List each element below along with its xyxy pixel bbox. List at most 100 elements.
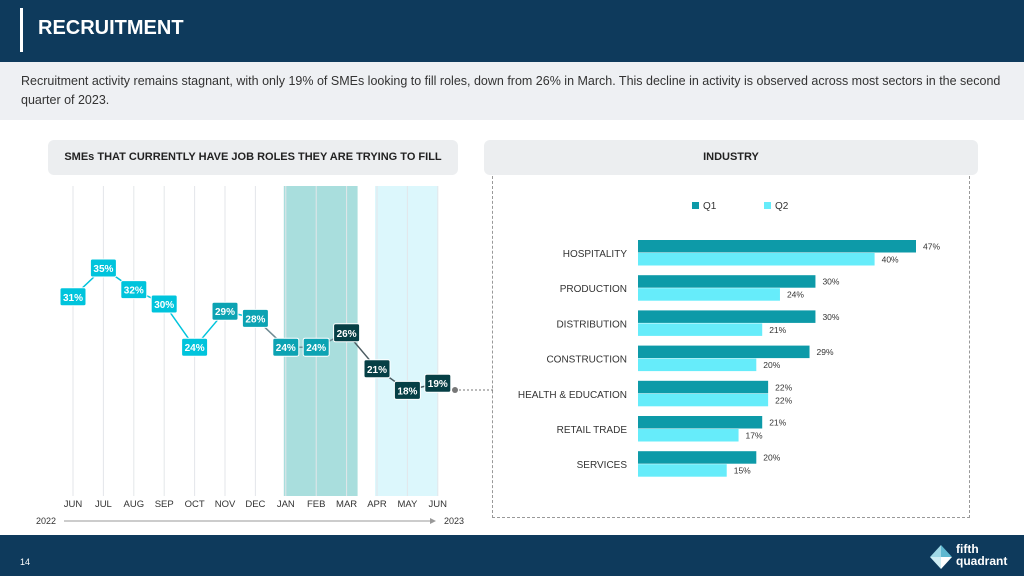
data-label-box bbox=[302, 337, 330, 357]
trend-chart: 31% 35% 32% 30% 24% 29% 28% 24% 24% 26% 21% 18% 19% J… bbox=[36, 186, 464, 526]
bar-q1 bbox=[638, 416, 763, 429]
category-label: RETAIL TRADE bbox=[557, 425, 628, 436]
bar-q2 bbox=[638, 393, 769, 407]
data-point: 18% bbox=[393, 380, 421, 400]
x-tick-label: MAR bbox=[336, 499, 357, 510]
right-panel-title: INDUSTRY bbox=[484, 140, 978, 175]
timeline-arrowhead bbox=[430, 518, 436, 524]
category-label: DISTRIBUTION bbox=[556, 319, 627, 330]
legend-label-q1: Q1 bbox=[703, 201, 717, 212]
page-title: RECRUITMENT bbox=[38, 17, 184, 39]
left-panel-title: SMEs THAT CURRENTLY HAVE JOB ROLES THEY … bbox=[48, 140, 458, 175]
data-label-box bbox=[120, 280, 148, 300]
data-label: 19% bbox=[428, 379, 448, 390]
data-point: 24% bbox=[272, 337, 300, 357]
category-label: HOSPITALITY bbox=[563, 249, 628, 260]
x-tick-label: JUL bbox=[95, 499, 112, 510]
bar-value-label: 22% bbox=[775, 382, 792, 392]
data-label: 29% bbox=[215, 307, 235, 318]
intro-text: Recruitment activity remains stagnant, w… bbox=[21, 74, 1001, 107]
bar-value-label: 30% bbox=[822, 277, 839, 287]
bar-q1 bbox=[638, 310, 816, 323]
bar-q2 bbox=[638, 288, 780, 301]
data-label-box bbox=[59, 287, 87, 307]
category-label: HEALTH & EDUCATION bbox=[518, 390, 627, 401]
data-point: 26% bbox=[333, 323, 361, 343]
data-label: 32% bbox=[124, 286, 144, 297]
industry-panel bbox=[492, 176, 970, 518]
fifth-quadrant-logo: fifth quadrant bbox=[928, 541, 1018, 573]
bar-q2 bbox=[638, 358, 757, 372]
bar-value-label: 21% bbox=[769, 325, 786, 335]
category-label: CONSTRUCTION bbox=[546, 355, 627, 366]
industry-bar-chart: Q1 Q2 HOSPITALITY 47% 40% PRODUCTION 30% 24% DIS… bbox=[518, 201, 940, 477]
header-accent-bar bbox=[20, 8, 23, 52]
x-tick-label: OCT bbox=[185, 499, 205, 510]
x-tick-label: JUN bbox=[429, 499, 448, 510]
bar-value-label: 21% bbox=[769, 418, 786, 428]
data-point: 19% bbox=[424, 373, 452, 393]
bar-q2 bbox=[638, 253, 875, 266]
connector-line bbox=[452, 387, 493, 393]
bar-value-label: 17% bbox=[746, 431, 763, 441]
x-tick-label: NOV bbox=[215, 499, 236, 510]
x-tick-label: SEP bbox=[155, 499, 174, 510]
legend-swatch-q2 bbox=[764, 202, 771, 209]
x-tick-label: APR bbox=[367, 499, 387, 510]
data-label: 28% bbox=[245, 314, 265, 325]
data-label-box bbox=[272, 337, 300, 357]
bar-q1 bbox=[638, 380, 769, 394]
data-point: 30% bbox=[150, 294, 178, 314]
data-point: 21% bbox=[363, 359, 391, 379]
data-point: 28% bbox=[241, 308, 269, 328]
data-point: 29% bbox=[211, 301, 239, 321]
x-tick-label: DEC bbox=[245, 499, 265, 510]
bar-q1 bbox=[638, 345, 810, 359]
page-number: 14 bbox=[20, 557, 31, 567]
year-end-label: 2023 bbox=[444, 516, 464, 526]
data-label-box bbox=[211, 301, 239, 321]
data-label-box bbox=[424, 373, 452, 393]
data-label: 24% bbox=[276, 343, 296, 354]
x-tick-label: JUN bbox=[64, 499, 83, 510]
header: RECRUITMENT bbox=[0, 0, 1024, 62]
logo-text-line1: fifth bbox=[956, 542, 979, 556]
intro-band: Recruitment activity remains stagnant, w… bbox=[0, 62, 1024, 120]
bar-value-label: 47% bbox=[923, 242, 940, 252]
bar-value-label: 30% bbox=[822, 312, 839, 322]
bar-q1 bbox=[638, 451, 757, 464]
data-point: 31% bbox=[59, 287, 87, 307]
category-label: PRODUCTION bbox=[560, 284, 627, 295]
x-tick-label: MAY bbox=[397, 499, 418, 510]
data-point: 32% bbox=[120, 280, 148, 300]
data-point: 24% bbox=[181, 337, 209, 357]
footer: 14 fifth quadrant bbox=[0, 535, 1024, 576]
legend-swatch-q1 bbox=[692, 202, 699, 209]
bar-q1 bbox=[638, 240, 916, 253]
data-label-box bbox=[393, 380, 421, 400]
data-label: 21% bbox=[367, 365, 387, 376]
x-tick-label: AUG bbox=[124, 499, 145, 510]
bar-value-label: 24% bbox=[787, 290, 804, 300]
data-label-box bbox=[89, 258, 117, 278]
logo-text-line2: quadrant bbox=[956, 554, 1008, 568]
data-label: 35% bbox=[93, 264, 113, 275]
bar-value-label: 15% bbox=[734, 466, 751, 476]
data-label-box bbox=[241, 308, 269, 328]
x-tick-label: FEB bbox=[307, 499, 325, 510]
data-label: 30% bbox=[154, 300, 174, 311]
data-label-box bbox=[181, 337, 209, 357]
data-label-box bbox=[150, 294, 178, 314]
bar-q2 bbox=[638, 429, 739, 442]
data-point: 24% bbox=[302, 337, 330, 357]
shaded-period-q2 bbox=[375, 186, 438, 496]
logo-text: fifth quadrant bbox=[956, 543, 1007, 567]
bar-value-label: 40% bbox=[882, 255, 899, 265]
data-label: 24% bbox=[185, 343, 205, 354]
legend-label-q2: Q2 bbox=[775, 201, 789, 212]
bar-q2 bbox=[638, 323, 763, 336]
bar-value-label: 20% bbox=[763, 453, 780, 463]
data-label: 24% bbox=[306, 343, 326, 354]
year-start-label: 2022 bbox=[36, 516, 56, 526]
data-label: 26% bbox=[337, 329, 357, 340]
